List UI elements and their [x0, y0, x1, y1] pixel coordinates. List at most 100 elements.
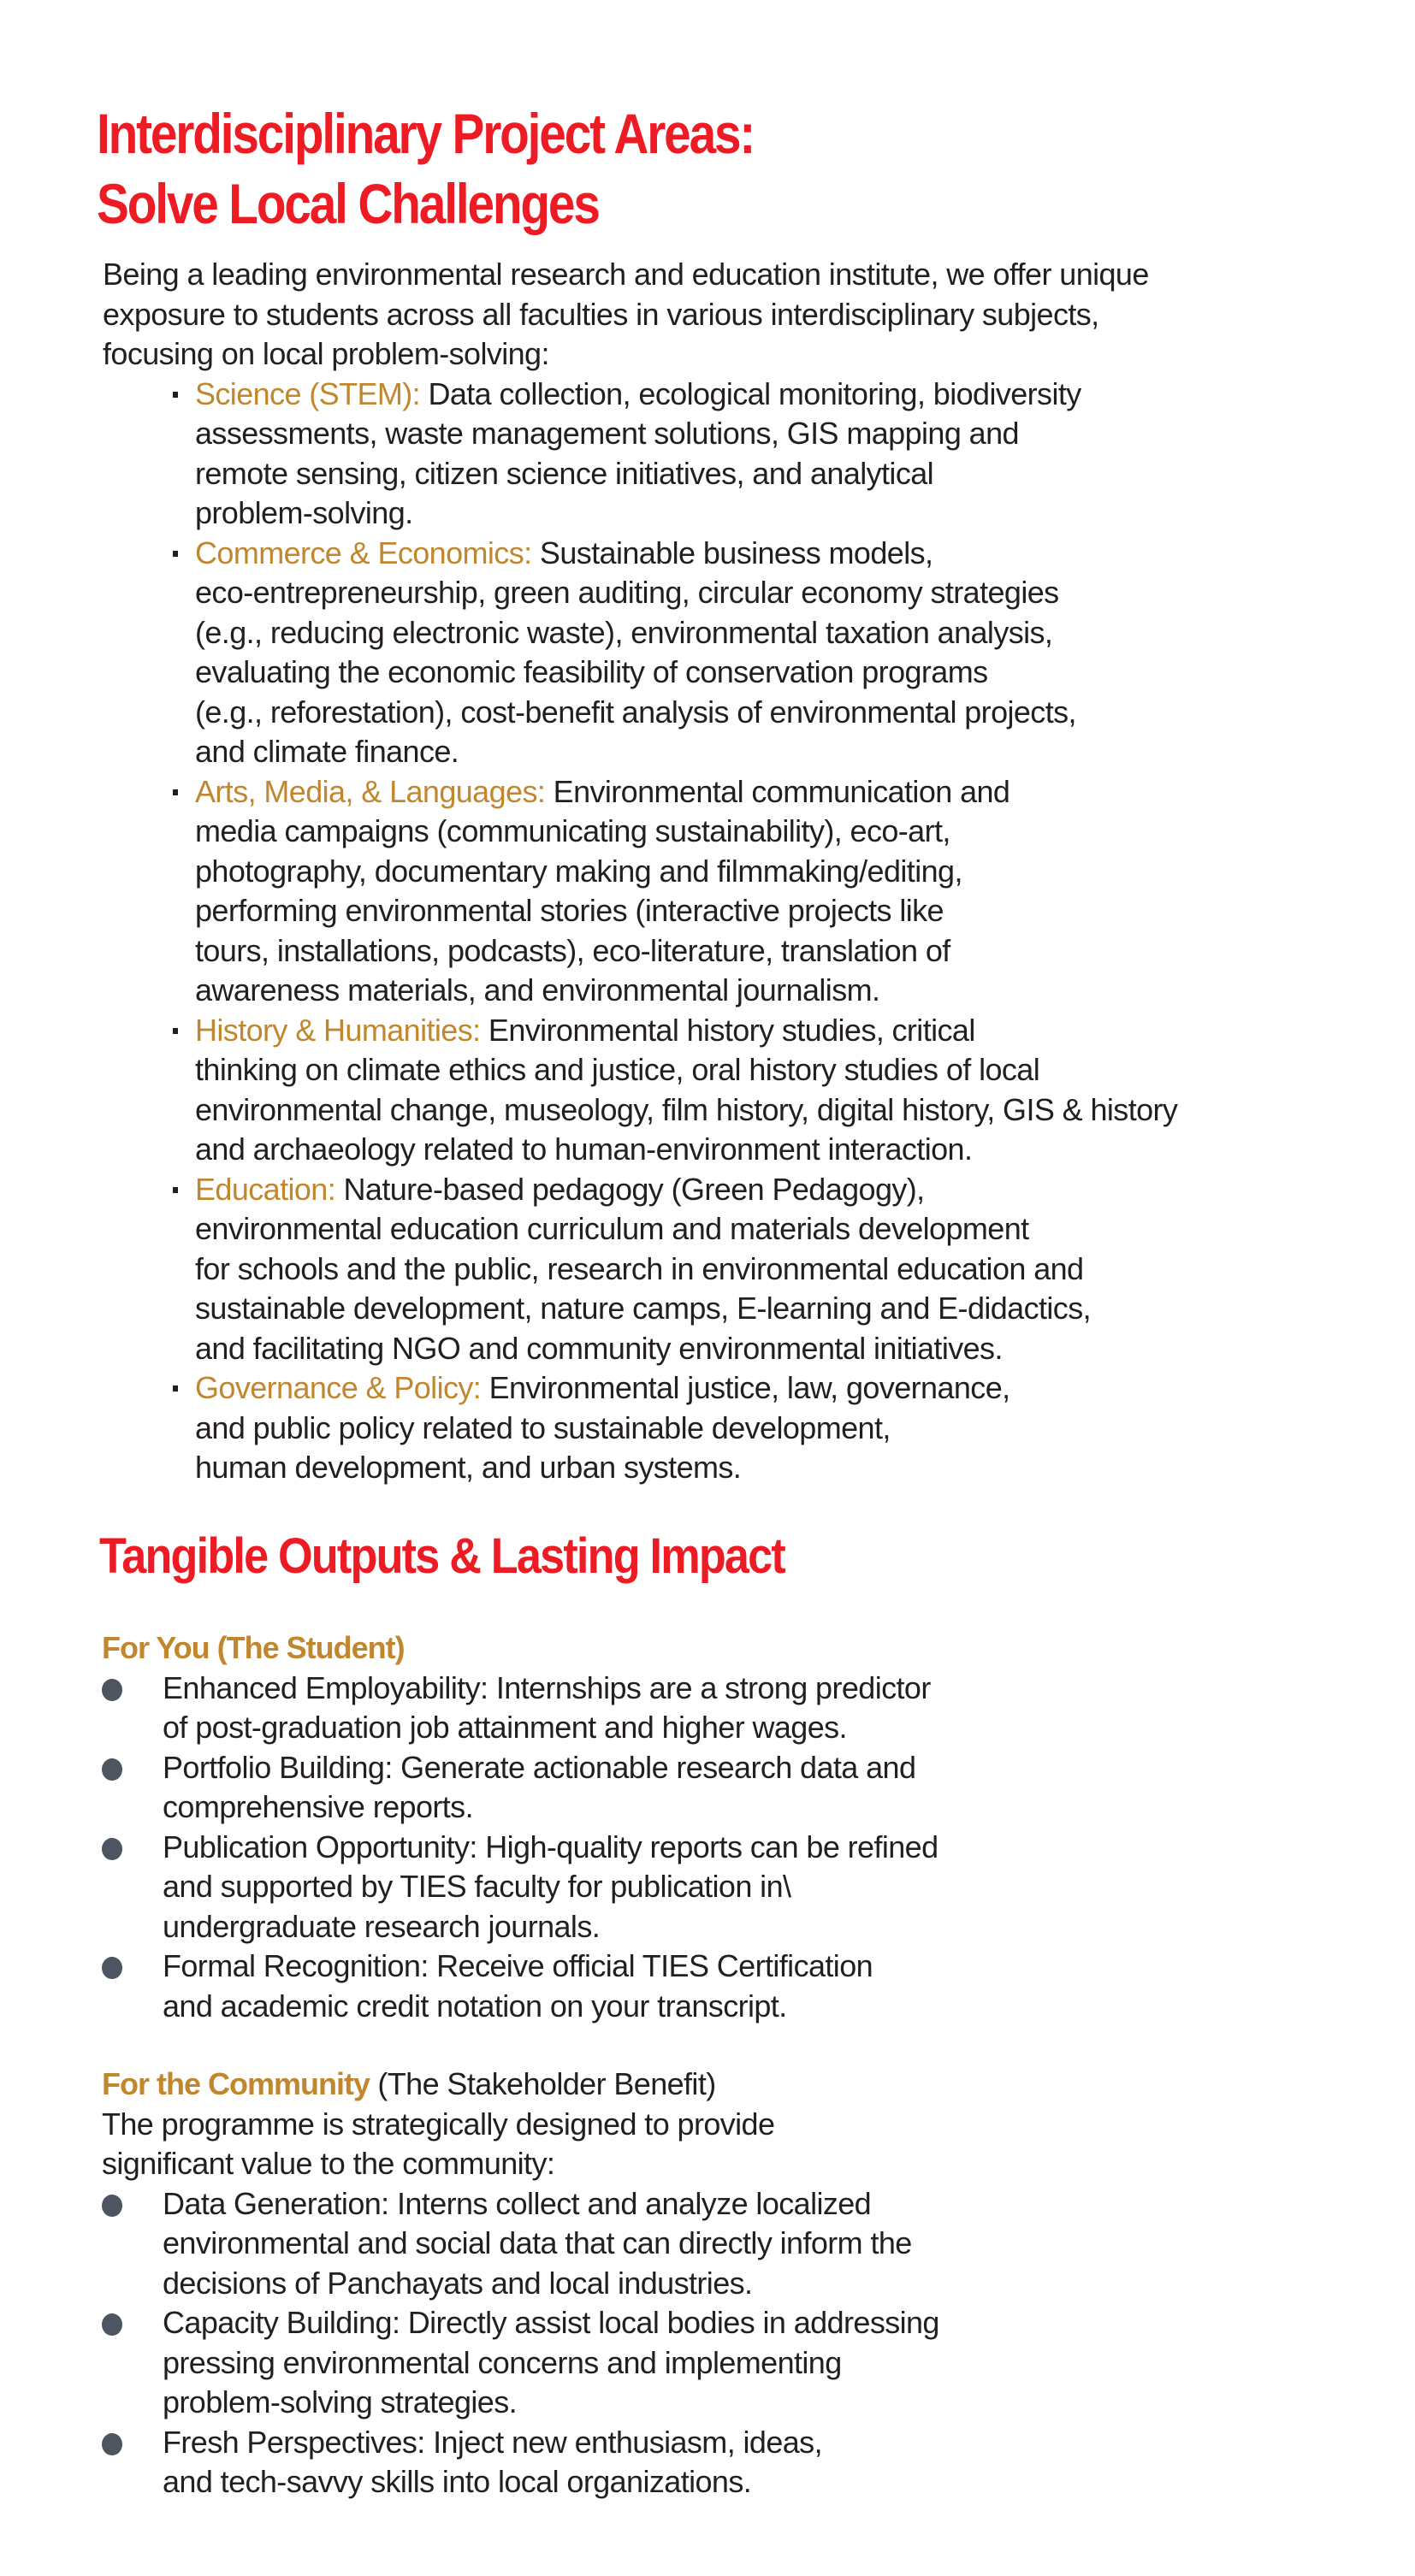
item-text: Nature-based pedagogy (Green Pedagogy), — [335, 1171, 926, 1207]
item-text: evaluating the economic feasibility of c… — [195, 654, 988, 689]
item-line: Commerce & Economics: Sustainable busine… — [195, 534, 1177, 574]
project-area-item: History & Humanities: Environmental hist… — [103, 1011, 1178, 1170]
title-line-1: Interdisciplinary Project Areas: — [97, 102, 755, 165]
item-text: Sustainable business models, — [531, 535, 933, 570]
benefit-item: Formal Recognition: Receive official TIE… — [102, 1947, 938, 2026]
item-text: (e.g., reducing electronic waste), envir… — [195, 614, 1053, 650]
section-heading-outputs: Tangible Outputs & Lasting Impact — [99, 1528, 786, 1584]
intro-line: exposure to students across all facultie… — [103, 296, 1099, 332]
project-area-item: Arts, Media, & Languages: Environmental … — [103, 772, 1177, 1011]
square-bullet-icon — [173, 1186, 178, 1193]
community-heading-suffix: (The Stakeholder Benefit) — [370, 2066, 716, 2101]
item-text: (e.g., reforestation), cost-benefit anal… — [195, 694, 1077, 730]
community-intro-line: The programme is strategically designed … — [102, 2106, 775, 2142]
item-line: Governance & Policy: Environmental justi… — [195, 1368, 1177, 1409]
item-line: comprehensive reports. — [163, 1789, 474, 1824]
project-area-label: Governance & Policy: — [195, 1370, 482, 1405]
item-line: and supported by TIES faculty for public… — [163, 1869, 791, 1904]
item-line: assessments, waste management solutions,… — [195, 414, 1177, 454]
project-area-label: History & Humanities: — [195, 1012, 481, 1048]
item-line: human development, and urban systems. — [195, 1448, 1177, 1488]
item-line: evaluating the economic feasibility of c… — [195, 653, 1177, 693]
item-text: Environmental justice, law, governance, — [481, 1370, 1011, 1405]
item-text: for schools and the public, research in … — [195, 1250, 1084, 1286]
item-text: remote sensing, citizen science initiati… — [195, 455, 934, 491]
item-line: and archaeology related to human-environ… — [195, 1130, 1177, 1170]
item-line: and public policy related to sustainable… — [195, 1409, 1177, 1449]
item-line: and climate finance. — [195, 732, 1177, 772]
item-line: Fresh Perspectives: Inject new enthusias… — [163, 2424, 823, 2460]
item-line: and tech-savvy skills into local organiz… — [163, 2464, 752, 2499]
item-line: photography, documentary making and film… — [195, 852, 1177, 892]
item-line: Publication Opportunity: High-quality re… — [163, 1829, 938, 1864]
project-area-item: Commerce & Economics: Sustainable busine… — [103, 534, 1177, 772]
item-line: sustainable development, nature camps, E… — [195, 1289, 1177, 1329]
item-line: environmental change, museology, film hi… — [195, 1090, 1178, 1131]
community-benefits-list: Data Generation: Interns collect and ana… — [102, 2184, 939, 2502]
benefit-item: Fresh Perspectives: Inject new enthusias… — [102, 2423, 939, 2502]
item-line: environmental education curriculum and m… — [195, 1209, 1177, 1250]
item-line: (e.g., reducing electronic waste), envir… — [195, 613, 1177, 653]
page-title: Interdisciplinary Project Areas: Solve L… — [97, 98, 755, 239]
intro-paragraph: Being a leading environmental research a… — [103, 255, 1177, 375]
intro-line: Being a leading environmental research a… — [103, 257, 1149, 292]
item-text: assessments, waste management solutions,… — [195, 416, 1020, 451]
item-text: thinking on climate ethics and justice, … — [195, 1052, 1040, 1087]
project-area-item: Education: Nature-based pedagogy (Green … — [103, 1170, 1177, 1369]
project-area-item: Science (STEM): Data collection, ecologi… — [103, 375, 1177, 534]
item-line: History & Humanities: Environmental hist… — [195, 1011, 1177, 1051]
project-area-label: Arts, Media, & Languages: — [195, 773, 546, 809]
item-line: of post-graduation job attainment and hi… — [163, 1710, 848, 1745]
item-text: environmental change, museology, film hi… — [195, 1091, 1178, 1127]
student-benefits-section: For You (The Student) Enhanced Employabi… — [102, 1628, 938, 2026]
benefit-item: Capacity Building: Directly assist local… — [102, 2303, 939, 2423]
item-line: Science (STEM): Data collection, ecologi… — [195, 375, 1177, 415]
square-bullet-icon — [173, 550, 178, 557]
item-line: and academic credit notation on your tra… — [163, 1988, 787, 2024]
item-text: eco-entrepreneurship, green auditing, ci… — [195, 575, 1059, 610]
item-text: human development, and urban systems. — [195, 1450, 742, 1485]
item-line: Enhanced Employability: Internships are … — [163, 1669, 931, 1705]
item-text: Environmental communication and — [545, 773, 1010, 809]
circle-bullet-icon — [102, 2313, 122, 2336]
circle-bullet-icon — [102, 1678, 122, 1701]
project-areas-section: Being a leading environmental research a… — [103, 255, 1178, 1488]
item-text: and facilitating NGO and community envir… — [195, 1330, 1003, 1366]
project-area-label: Science (STEM): — [195, 375, 421, 411]
item-line: tours, installations, podcasts), eco-lit… — [195, 931, 1177, 972]
item-text: photography, documentary making and film… — [195, 853, 962, 889]
community-benefits-section: For the Community (The Stakeholder Benef… — [102, 2065, 939, 2502]
benefit-item: Enhanced Employability: Internships are … — [102, 1669, 938, 1748]
project-area-item: Governance & Policy: Environmental justi… — [103, 1368, 1177, 1488]
item-line: Portfolio Building: Generate actionable … — [163, 1749, 916, 1785]
square-bullet-icon — [173, 391, 178, 398]
item-text: and archaeology related to human-environ… — [195, 1131, 973, 1167]
community-intro-line: significant value to the community: — [102, 2146, 555, 2181]
item-line: eco-entrepreneurship, green auditing, ci… — [195, 573, 1177, 613]
student-benefits-list: Enhanced Employability: Internships are … — [102, 1669, 938, 2027]
item-line: environmental and social data that can d… — [163, 2225, 912, 2260]
item-line: performing environmental stories (intera… — [195, 891, 1177, 931]
square-bullet-icon — [173, 1385, 178, 1391]
item-text: awareness materials, and environmental j… — [195, 972, 880, 1007]
community-heading-label: For the Community — [102, 2066, 370, 2101]
item-line: remote sensing, citizen science initiati… — [195, 454, 1177, 494]
square-bullet-icon — [173, 1027, 178, 1034]
circle-bullet-icon — [102, 1837, 122, 1860]
benefit-item: Portfolio Building: Generate actionable … — [102, 1748, 938, 1828]
item-text: problem-solving. — [195, 495, 413, 530]
community-heading: For the Community (The Stakeholder Benef… — [102, 2065, 939, 2105]
item-text: and climate finance. — [195, 734, 459, 769]
item-line: Capacity Building: Directly assist local… — [163, 2305, 939, 2340]
item-line: for schools and the public, research in … — [195, 1250, 1177, 1290]
benefit-item: Data Generation: Interns collect and ana… — [102, 2184, 939, 2304]
circle-bullet-icon — [102, 2432, 122, 2455]
item-line: decisions of Panchayats and local indust… — [163, 2265, 753, 2301]
item-text: sustainable development, nature camps, E… — [195, 1291, 1092, 1326]
item-line: problem-solving. — [195, 493, 1177, 534]
item-line: problem-solving strategies. — [163, 2384, 518, 2419]
item-line: undergraduate research journals. — [163, 1908, 601, 1944]
intro-line: focusing on local problem-solving: — [103, 336, 549, 371]
item-text: tours, installations, podcasts), eco-lit… — [195, 932, 950, 968]
circle-bullet-icon — [102, 1758, 122, 1781]
